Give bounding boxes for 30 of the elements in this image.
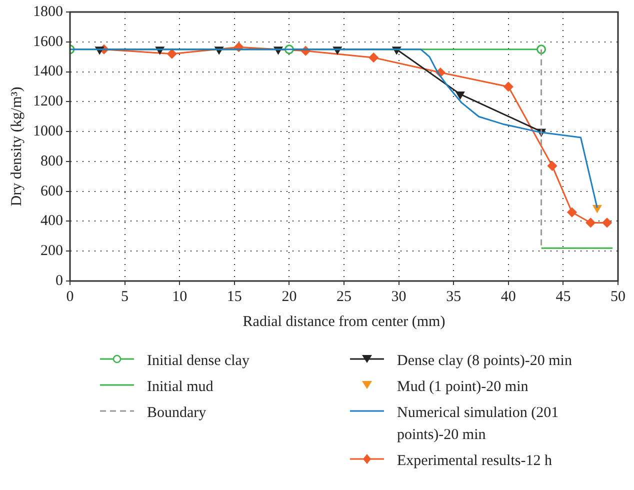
legend-label: Numerical simulation (201 points)-20 min xyxy=(397,404,560,445)
x-tick-label: 50 xyxy=(610,288,626,305)
y-tick-label: 1000 xyxy=(33,123,63,140)
y-tick-label: 200 xyxy=(40,243,63,260)
y-tick-label: 0 xyxy=(56,272,63,289)
y-tick-label: 600 xyxy=(40,183,63,200)
x-axis-title: Radial distance from center (mm) xyxy=(242,314,446,330)
x-tick-label: 10 xyxy=(172,288,188,305)
y-tick-label: 400 xyxy=(40,213,63,230)
legend-label: Initial dense clay xyxy=(147,352,250,371)
legend-label: Experimental results-12 h xyxy=(397,452,552,471)
x-tick-label: 45 xyxy=(556,288,571,305)
x-tick-label: 25 xyxy=(336,288,352,305)
x-tick-label: 0 xyxy=(66,288,74,305)
x-tick-label: 30 xyxy=(391,288,406,305)
x-tick-label: 5 xyxy=(121,288,129,305)
x-tick-label: 40 xyxy=(500,288,516,305)
y-tick-label: 1200 xyxy=(33,94,63,110)
legend-label: Dense clay (8 points)-20 min xyxy=(397,352,572,371)
y-tick-label: 1600 xyxy=(33,34,63,50)
y-tick-label: 1400 xyxy=(33,64,63,80)
y-tick-label: 800 xyxy=(40,153,63,170)
x-tick-label: 35 xyxy=(446,288,462,305)
legend-label: Initial mud xyxy=(147,378,214,397)
x-tick-label: 20 xyxy=(282,288,297,305)
x-tick-label: 15 xyxy=(226,288,242,305)
legend-label: Boundary xyxy=(147,404,206,423)
y-axis-title: Dry density (kg/m³) xyxy=(8,86,25,206)
legend-label: Mud (1 point)-20 min xyxy=(397,378,528,397)
y-tick-label: 1800 xyxy=(33,4,63,20)
